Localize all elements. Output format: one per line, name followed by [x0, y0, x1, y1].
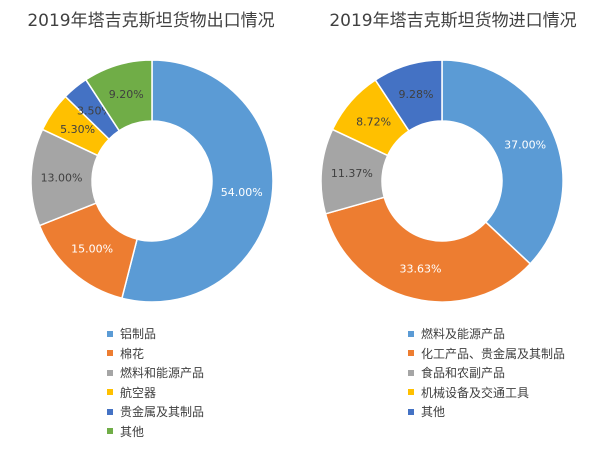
legend-label: 贵金属及其制品	[120, 405, 205, 420]
export-data-label-3: 5.30%	[60, 123, 95, 136]
legend-swatch	[408, 350, 414, 357]
import-legend-item-4: 其他	[408, 402, 565, 422]
legend-label: 燃料和能源产品	[120, 366, 205, 381]
import-data-label-3: 8.72%	[356, 115, 391, 128]
import-slice-4	[374, 59, 443, 132]
legend-swatch	[408, 389, 414, 396]
legend-swatch	[107, 330, 113, 337]
import-slice-0	[441, 59, 564, 265]
export-data-label-2: 13.00%	[41, 172, 83, 185]
export-data-label-1: 15.00%	[71, 242, 113, 255]
export-chart-panel: 2019年塔吉克斯坦货物出口情况 54.00% 15.00% 13.00% 5.30%…	[27, 11, 275, 441]
export-slice-0	[120, 59, 274, 303]
export-legend-item-4: 贵金属及其制品	[107, 402, 204, 422]
import-legend-item-1: 化工产品、贵金属及其制品	[408, 344, 565, 364]
export-slice-5	[84, 59, 153, 132]
import-chart-title: 2019年塔吉克斯坦货物进口情况	[329, 11, 577, 31]
legend-label: 机械设备及交通工具	[421, 385, 530, 400]
export-chart-title: 2019年塔吉克斯坦货物出口情况	[27, 11, 275, 31]
legend-label: 其他	[120, 424, 145, 439]
import-legend-item-0: 燃料及能源产品	[408, 324, 565, 344]
legend-swatch	[107, 350, 113, 357]
legend-swatch	[408, 330, 414, 337]
import-data-label-2: 11.37%	[331, 167, 373, 180]
legend-label: 棉花	[120, 346, 145, 361]
export-legend-item-5: 其他	[107, 422, 204, 442]
export-legend-item-3: 航空器	[107, 383, 204, 403]
import-chart-panel: 2019年塔吉克斯坦货物进口情况 37.00% 33.63% 11.37% 8.72%…	[302, 0, 604, 453]
legend-label: 其他	[421, 405, 446, 420]
legend-label: 燃料及能源产品	[421, 327, 506, 342]
import-slice-1	[324, 196, 532, 303]
legend-label: 铝制品	[120, 327, 157, 342]
export-donut-chart: 54.00% 15.00% 13.00% 5.30% 3.50% 9.20%	[30, 59, 274, 303]
import-data-label-1: 33.63%	[400, 262, 442, 275]
legend-swatch	[107, 389, 113, 396]
legend-label: 航空器	[120, 385, 157, 400]
export-legend-item-0: 铝制品	[107, 324, 204, 344]
import-legend: 燃料及能源产品化工产品、贵金属及其制品 食品和农副产品机械设备及交通工具 其他	[408, 324, 565, 422]
import-donut-chart: 37.00% 33.63% 11.37% 8.72% 9.28%	[320, 59, 564, 303]
export-legend: 铝制品棉花燃料和能源产品 航空器贵金属及其制品 其他	[107, 324, 204, 441]
legend-swatch	[107, 408, 113, 415]
legend-swatch	[408, 369, 414, 376]
legend-label: 食品和农副产品	[421, 366, 506, 381]
export-legend-item-2: 燃料和能源产品	[107, 363, 204, 383]
export-legend-item-1: 棉花	[107, 344, 204, 364]
import-data-label-0: 37.00%	[504, 139, 546, 152]
export-data-label-4: 3.50%	[77, 105, 112, 118]
legend-swatch	[107, 428, 113, 435]
export-data-label-0: 54.00%	[221, 186, 263, 199]
legend-swatch	[107, 369, 113, 376]
import-data-label-4: 9.28%	[399, 88, 434, 101]
legend-label: 化工产品、贵金属及其制品	[421, 346, 566, 361]
legend-swatch	[408, 408, 414, 415]
import-legend-item-2: 食品和农副产品	[408, 363, 565, 383]
import-legend-item-3: 机械设备及交通工具	[408, 383, 565, 403]
export-data-label-5: 9.20%	[109, 88, 144, 101]
